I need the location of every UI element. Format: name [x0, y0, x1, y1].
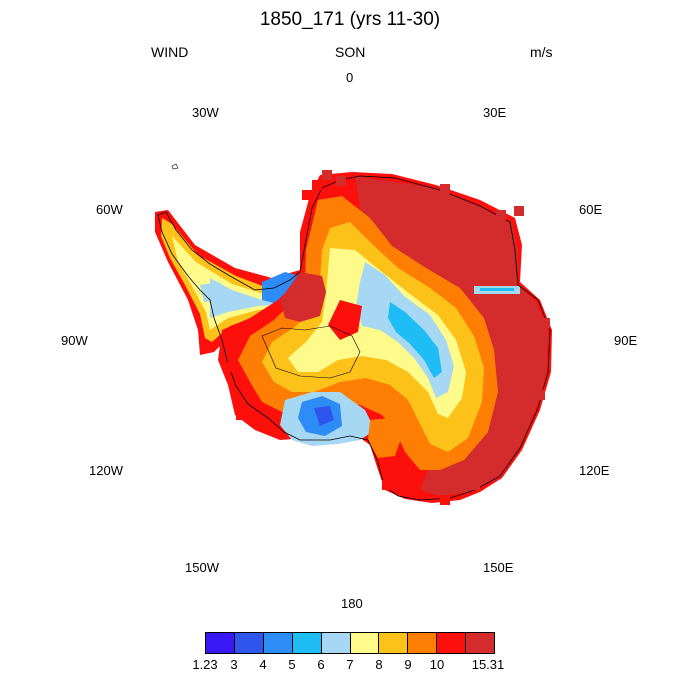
lon-label-0: 0: [346, 70, 354, 85]
colorbar-tick: 1.23: [192, 657, 218, 672]
colorbar-tick: 10: [429, 657, 445, 672]
colorbar-swatch: [263, 633, 293, 653]
lon-label-60e: 60E: [579, 202, 603, 217]
colorbar-tick: 5: [288, 657, 296, 672]
colorbar-tick: 7: [346, 657, 354, 672]
lon-label-90e: 90E: [614, 333, 638, 348]
lon-label-150w: 150W: [185, 560, 219, 575]
rim-blocks: [322, 170, 550, 490]
colorbar-tick: 6: [317, 657, 325, 672]
lon-label-60w: 60W: [96, 202, 123, 217]
units-label: m/s: [530, 44, 553, 60]
lon-label-150e: 150E: [483, 560, 514, 575]
colorbar: [205, 632, 495, 654]
colorbar-swatch: [408, 633, 438, 653]
lon-label-90w: 90W: [61, 333, 88, 348]
variable-label: WIND: [151, 44, 189, 60]
colorbar-swatch: [466, 633, 495, 653]
ice-shelf-outline: [261, 325, 361, 379]
colorbar-tick: 15.31: [471, 657, 505, 672]
colorbar-swatch: [206, 633, 235, 653]
colorbar-tick: 3: [230, 657, 238, 672]
colorbar-tick: 4: [259, 657, 267, 672]
coastline: [157, 175, 551, 501]
plot-title: 1850_171 (yrs 11-30): [259, 9, 441, 30]
lon-label-30w: 30W: [192, 105, 219, 120]
colorbar-swatch: [437, 633, 467, 653]
colorbar-tick: 9: [404, 657, 412, 672]
rim-blocks-red: [226, 180, 450, 505]
lon-label-120w: 120W: [89, 463, 123, 478]
season-label: SON: [335, 44, 366, 60]
lon-label-180: 180: [341, 596, 363, 611]
colorbar-swatch: [321, 633, 351, 653]
lon-label-120e: 120E: [579, 463, 610, 478]
colorbar-swatch: [379, 633, 409, 653]
lon-label-30e: 30E: [483, 105, 507, 120]
colorbar-swatch: [234, 633, 264, 653]
island-outline: [171, 163, 179, 170]
west-antarctic-field: [280, 392, 402, 458]
colorbar-swatch: [350, 633, 380, 653]
colorbar-swatch: [292, 633, 322, 653]
colorbar-tick: 8: [375, 657, 383, 672]
coastal-strip-inner: [480, 288, 514, 291]
